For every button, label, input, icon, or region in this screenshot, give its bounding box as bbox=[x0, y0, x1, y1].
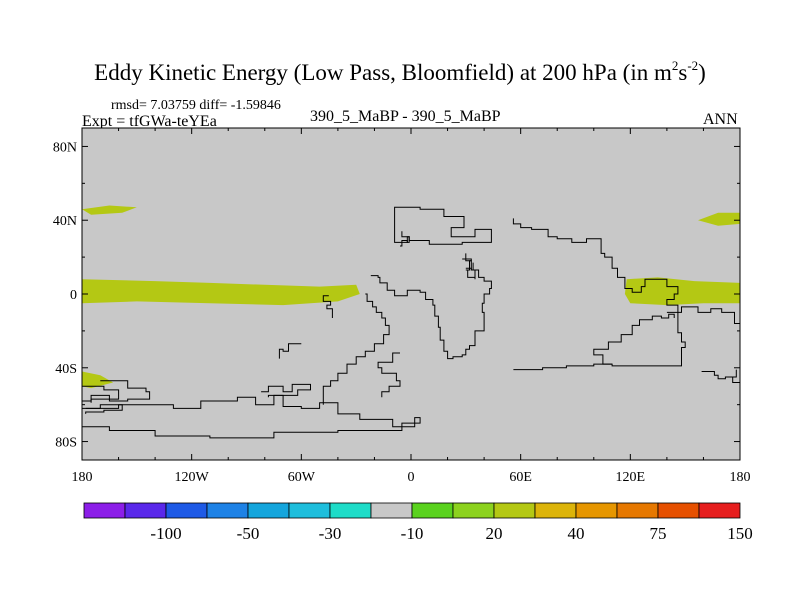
colorbar-swatch bbox=[83, 502, 126, 519]
contour-region bbox=[506, 377, 561, 392]
colorbar-swatch bbox=[411, 502, 454, 519]
coastline bbox=[377, 352, 401, 398]
coastline bbox=[701, 369, 740, 387]
y-tick-label: 80S bbox=[55, 436, 77, 451]
coastline bbox=[666, 306, 740, 328]
y-tick-label: 0 bbox=[70, 288, 77, 303]
y-tick-label: 80N bbox=[53, 140, 77, 155]
colorbar-swatch bbox=[534, 502, 577, 519]
colorbar-label: 75 bbox=[650, 524, 667, 543]
coastline bbox=[512, 218, 686, 371]
contour-region bbox=[698, 212, 740, 226]
colorbar-swatch bbox=[698, 502, 741, 519]
contour-region bbox=[703, 183, 740, 200]
y-tick-label: 40N bbox=[53, 214, 77, 229]
coastline bbox=[322, 295, 333, 318]
contour-region bbox=[82, 371, 114, 389]
coastline bbox=[278, 343, 302, 359]
contour-region bbox=[264, 264, 305, 280]
coastline bbox=[82, 394, 421, 439]
coastline bbox=[465, 262, 474, 271]
x-tick-label: 0 bbox=[408, 470, 415, 485]
colorbar-label: -30 bbox=[319, 524, 342, 543]
colorbar-swatch bbox=[657, 502, 700, 519]
contour-regions bbox=[82, 170, 740, 392]
coastline bbox=[322, 293, 390, 405]
coastline bbox=[400, 231, 410, 247]
colorbar-swatch bbox=[616, 502, 659, 519]
x-tick-label: 180 bbox=[730, 470, 751, 485]
colorbar-label: 150 bbox=[727, 524, 753, 543]
colorbar-swatch bbox=[370, 502, 413, 519]
contour-region bbox=[716, 362, 740, 377]
colorbar-label: -50 bbox=[237, 524, 260, 543]
coastline bbox=[462, 258, 476, 280]
coastline bbox=[82, 385, 120, 403]
season-label: ANN bbox=[703, 111, 738, 128]
center-label: 390_5_MaBP - 390_5_MaBP bbox=[310, 108, 501, 125]
coastline bbox=[261, 383, 311, 398]
colorbar: -100 -50 -30 -10 20 40 75 150 bbox=[83, 502, 753, 543]
colorbar-label: 40 bbox=[568, 524, 585, 543]
coastlines bbox=[82, 206, 740, 439]
colorbar-swatch bbox=[124, 502, 167, 519]
colorbar-label: -10 bbox=[401, 524, 424, 543]
experiment-line: Expt = tfGWa-teYEa bbox=[82, 113, 217, 130]
colorbar-swatch bbox=[575, 502, 618, 519]
contour-region bbox=[82, 205, 137, 215]
colorbar-label: 20 bbox=[486, 524, 503, 543]
colorbar-swatch bbox=[165, 502, 208, 519]
y-tick-label: 40S bbox=[55, 362, 77, 377]
colorbar-swatch bbox=[206, 502, 249, 519]
stats-line: rmsd= 7.03759 diff= -1.59846 bbox=[111, 98, 281, 113]
coastline bbox=[82, 380, 151, 402]
x-tick-label: 60W bbox=[288, 470, 316, 485]
colorbar-swatch bbox=[452, 502, 495, 519]
colorbar-label: -100 bbox=[150, 524, 181, 543]
x-tick-label: 180 bbox=[72, 470, 93, 485]
colorbar-swatch bbox=[493, 502, 536, 519]
contour-region bbox=[624, 277, 740, 306]
colorbar-swatch bbox=[288, 502, 331, 519]
contour-region bbox=[127, 170, 280, 189]
colorbar-swatch bbox=[329, 502, 372, 519]
chart-title: Eddy Kinetic Energy (Low Pass, Bloomfiel… bbox=[94, 58, 706, 85]
coastline bbox=[370, 253, 492, 360]
x-tick-label: 60E bbox=[509, 470, 532, 485]
contour-region bbox=[122, 340, 170, 355]
contour-region bbox=[82, 279, 360, 306]
x-tick-label: 120W bbox=[175, 470, 210, 485]
contour-region bbox=[82, 229, 411, 267]
axes: 180 120W 60W 0 60E 120E 180 80N 40N 0 40S 80S bbox=[53, 128, 751, 485]
coastline bbox=[593, 313, 675, 365]
coastline bbox=[85, 404, 123, 414]
x-tick-label: 120E bbox=[616, 470, 646, 485]
colorbar-swatch bbox=[247, 502, 290, 519]
